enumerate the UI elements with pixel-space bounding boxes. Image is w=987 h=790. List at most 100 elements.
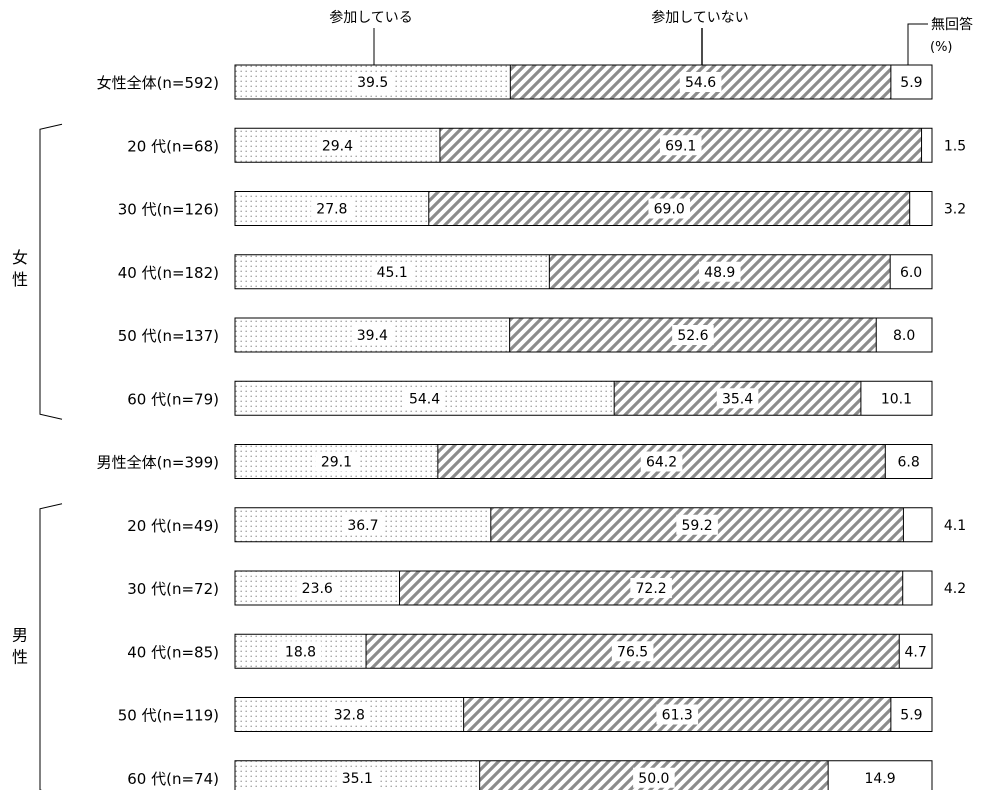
data-label: 69.1 xyxy=(665,138,696,154)
data-label-bg xyxy=(351,325,394,345)
data-label: 10.1 xyxy=(881,391,912,407)
data-label-bg xyxy=(672,325,714,345)
bar-segment xyxy=(903,507,932,542)
bar-outline xyxy=(234,633,933,669)
legend-label: 参加していない xyxy=(651,9,749,26)
data-label: 48.9 xyxy=(704,265,735,281)
data-label-bg xyxy=(371,261,413,282)
bar-segment xyxy=(899,634,932,669)
bar-segment xyxy=(860,381,932,416)
data-label: 39.5 xyxy=(357,75,388,91)
data-label-bg xyxy=(328,704,371,725)
group-bracket xyxy=(39,503,63,790)
data-label: 52.6 xyxy=(677,328,708,344)
data-label-bg xyxy=(611,641,654,662)
data-label: 23.6 xyxy=(302,581,333,597)
bar-segment xyxy=(902,571,932,605)
data-label-bg xyxy=(630,578,672,598)
data-label: 64.2 xyxy=(646,455,677,471)
data-label-bg xyxy=(656,704,699,725)
bar-segment xyxy=(876,318,932,352)
category-label: 60 代(n=79) xyxy=(127,390,219,408)
data-label-bg xyxy=(679,72,722,92)
bar-outline xyxy=(234,64,933,100)
data-label: 61.3 xyxy=(662,708,693,724)
bar-segment xyxy=(885,444,932,479)
data-label-bg xyxy=(659,135,702,156)
category-label: 50 代(n=119) xyxy=(118,707,219,725)
data-label-bg xyxy=(648,198,691,219)
data-label: 4.7 xyxy=(904,644,926,660)
unit-label: (%) xyxy=(930,40,953,55)
category-label: 20 代(n=49) xyxy=(127,517,219,535)
data-label: 39.4 xyxy=(357,328,388,344)
data-label-bg xyxy=(403,388,446,409)
data-label: 8.0 xyxy=(893,328,915,344)
data-label: 27.8 xyxy=(316,202,347,218)
category-label: 40 代(n=85) xyxy=(127,643,219,661)
data-label: 6.0 xyxy=(900,265,922,281)
category-label: 20 代(n=68) xyxy=(127,137,219,155)
data-label-bg xyxy=(351,72,394,92)
data-label: 54.6 xyxy=(685,75,716,91)
category-label: 40 代(n=182) xyxy=(118,264,219,282)
data-label-bg xyxy=(716,388,759,409)
bar-segment xyxy=(890,65,932,99)
category-label: 男性全体(n=399) xyxy=(97,454,219,472)
category-label: 女性全体(n=592) xyxy=(97,74,219,92)
data-label-bg xyxy=(633,767,675,788)
unit-layer: (%) xyxy=(930,40,953,55)
data-label: 36.7 xyxy=(347,518,378,534)
data-label: 5.9 xyxy=(900,708,922,724)
data-label: 32.8 xyxy=(334,708,365,724)
data-label: 4.2 xyxy=(944,581,966,597)
data-label: 6.8 xyxy=(898,455,920,471)
bars: 39.5 54.6 5.9 29.4 69.1 1.5 27.8 69.0 3.2 45.1 48.… xyxy=(234,64,966,790)
category-label: 30 代(n=126) xyxy=(118,201,219,219)
category-label: 30 代(n=72) xyxy=(127,580,219,598)
bar-outline xyxy=(234,444,933,479)
legend-label: 無回答 xyxy=(931,16,973,33)
data-label: 29.1 xyxy=(321,455,352,471)
data-label: 45.1 xyxy=(377,265,408,281)
legend-label: 参加している xyxy=(329,9,413,26)
data-label-bg xyxy=(315,451,358,472)
data-label-bg xyxy=(296,578,339,598)
data-label: 3.2 xyxy=(944,202,966,218)
data-label: 54.4 xyxy=(409,391,440,407)
data-label: 1.5 xyxy=(944,138,966,154)
legend-leader xyxy=(907,23,928,65)
data-label-bg xyxy=(342,514,384,535)
category-label: 50 代(n=137) xyxy=(118,327,219,345)
data-label: 29.4 xyxy=(322,138,353,154)
category-labels: 女性全体(n=592) 20 代(n=68) 30 代(n=126) 40 代(n=1… xyxy=(97,74,219,788)
bar-segment xyxy=(909,191,932,226)
data-label: 35.1 xyxy=(342,771,373,787)
category-label: 60 代(n=74) xyxy=(127,770,219,788)
bar-segment xyxy=(890,254,932,289)
data-label: 76.5 xyxy=(617,644,648,660)
bar-outline xyxy=(234,570,933,606)
bar-outline xyxy=(234,254,933,290)
bar-segment xyxy=(828,760,932,790)
data-label-bg xyxy=(640,451,683,472)
data-label: 59.2 xyxy=(682,518,713,534)
data-label-bg xyxy=(698,261,741,282)
bar-segment xyxy=(921,128,932,163)
legend: 参加している 参加していない 無回答 xyxy=(329,9,973,65)
data-label: 69.0 xyxy=(654,202,685,218)
data-label-bg xyxy=(316,135,359,156)
bar-outline xyxy=(234,127,933,163)
bar-outline xyxy=(234,697,933,732)
data-label: 5.9 xyxy=(900,75,922,91)
bar-outline xyxy=(234,191,933,226)
bar-outline xyxy=(234,317,933,353)
group-label: 男性 xyxy=(12,625,28,666)
data-label: 4.1 xyxy=(944,518,966,534)
data-label-bg xyxy=(279,641,322,662)
data-label: 14.9 xyxy=(864,771,895,787)
bar-outline xyxy=(234,507,933,543)
data-label: 72.2 xyxy=(636,581,667,597)
